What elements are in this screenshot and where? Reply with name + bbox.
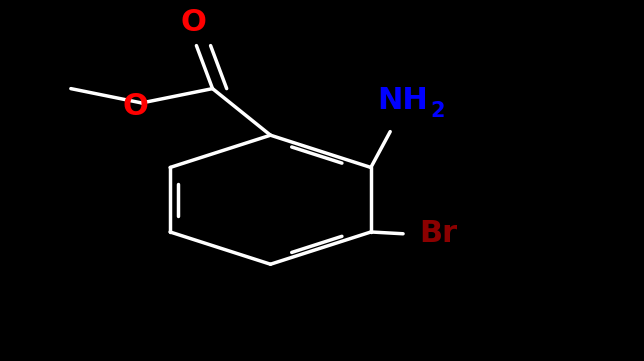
Text: Br: Br	[419, 219, 457, 248]
Text: 2: 2	[430, 101, 444, 121]
Text: O: O	[180, 8, 206, 37]
Text: NH: NH	[377, 87, 428, 116]
Text: O: O	[122, 92, 148, 121]
